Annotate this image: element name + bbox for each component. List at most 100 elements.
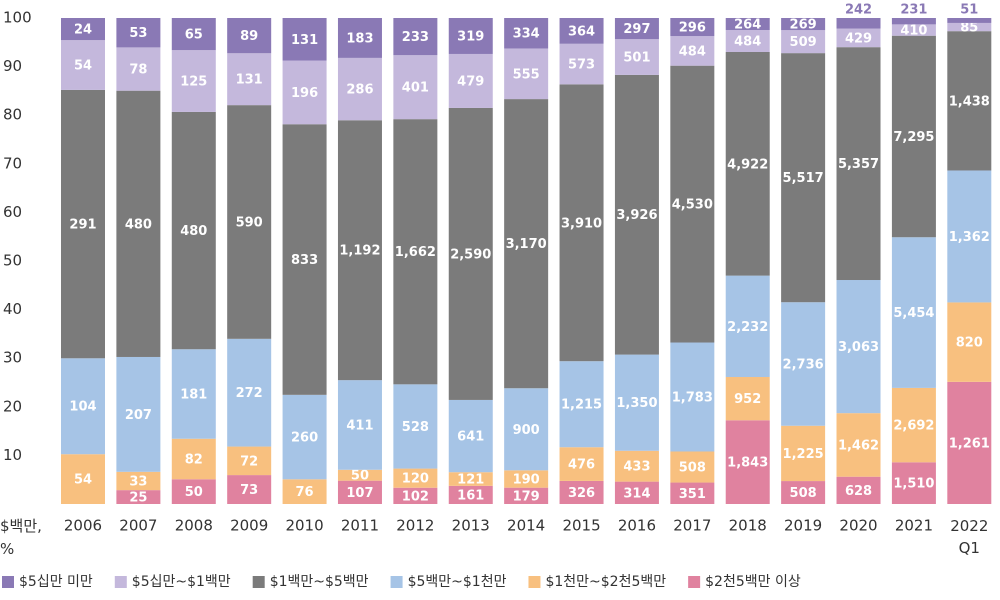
value-label: 181	[180, 387, 207, 402]
bar-segment	[781, 425, 826, 482]
bar-segment	[227, 105, 272, 339]
value-label: 231	[900, 3, 927, 18]
value-label: 161	[457, 488, 484, 503]
y-tick-label: 30	[3, 349, 22, 367]
value-label: 1,510	[893, 477, 934, 492]
value-label: 76	[296, 485, 314, 500]
value-label: 125	[180, 75, 207, 90]
legend-swatch	[390, 576, 403, 588]
value-label: 51	[960, 3, 978, 18]
value-label: 286	[346, 83, 373, 98]
value-label: 484	[679, 44, 706, 59]
value-label: 269	[790, 18, 817, 33]
bar-segment	[891, 24, 936, 36]
value-label: 89	[240, 29, 258, 44]
value-label: 272	[236, 386, 263, 401]
value-label: 433	[623, 460, 650, 475]
bar-segment	[614, 354, 659, 451]
bar-segment	[947, 170, 992, 303]
value-label: 3,063	[838, 340, 879, 355]
value-label: 314	[623, 486, 650, 501]
bar-segment	[448, 399, 493, 473]
bar-segment	[171, 50, 216, 112]
value-label: 85	[960, 21, 978, 36]
bar-segment	[504, 99, 549, 389]
value-label: 3,926	[616, 208, 657, 223]
bar-segment	[504, 388, 549, 471]
value-label: 2,590	[450, 247, 491, 262]
value-label: 401	[402, 81, 429, 96]
bar-segment	[337, 57, 382, 121]
bar-segment	[836, 47, 881, 281]
x-tick-label: 2015	[562, 517, 600, 535]
legend-swatch	[252, 576, 265, 588]
value-label: 82	[185, 453, 203, 468]
bar-segment	[227, 338, 272, 447]
value-label: 319	[457, 29, 484, 44]
value-label: 476	[568, 458, 595, 473]
bar-segment	[393, 18, 438, 56]
value-label: 528	[402, 420, 429, 435]
bar-segment	[781, 30, 826, 54]
bar-segment	[781, 302, 826, 426]
value-label: 509	[790, 35, 817, 50]
value-label: 820	[956, 336, 983, 351]
y-tick-label: 60	[3, 203, 22, 221]
bar-segment	[504, 487, 549, 504]
value-label: 326	[568, 486, 595, 501]
value-label: 1,350	[616, 396, 657, 411]
value-label: 573	[568, 58, 595, 73]
legend-label: $5십만 미만	[19, 574, 93, 590]
bar-segment	[337, 120, 382, 381]
bar-segment	[725, 51, 770, 276]
value-label: 120	[402, 472, 429, 487]
bar-segment	[448, 485, 493, 504]
value-label: 1,215	[561, 398, 602, 413]
bar-segment	[60, 18, 105, 41]
bar-segment	[282, 60, 327, 125]
bar-segment	[60, 89, 105, 359]
bar-segment	[670, 36, 715, 66]
bar-segment	[781, 53, 826, 303]
x-tick-label: 2011	[341, 517, 379, 535]
bar-segment	[670, 482, 715, 504]
bar-segment	[559, 361, 604, 448]
bar-segment	[891, 462, 936, 504]
bar-segment	[836, 18, 881, 29]
value-label: 183	[346, 31, 373, 46]
bar-segment	[947, 381, 992, 504]
value-label: 78	[129, 63, 147, 78]
bar-segment	[614, 74, 659, 355]
value-label: 1,362	[949, 230, 990, 245]
value-label: 190	[513, 473, 540, 488]
value-label: 590	[236, 215, 263, 230]
bar-segment	[559, 480, 604, 504]
x-tick-label: 2006	[64, 517, 102, 535]
x-tick-label: 2020	[839, 517, 877, 535]
x-tick-label: 2021	[895, 517, 933, 535]
bar-segment	[337, 380, 382, 470]
value-label: 334	[513, 27, 540, 42]
value-label: 33	[129, 474, 147, 489]
x-tick-label: 2012	[396, 517, 434, 535]
value-label: 2,736	[783, 357, 824, 372]
bar-segment	[171, 438, 216, 480]
bar-segment	[393, 384, 438, 469]
value-label: 480	[125, 217, 152, 232]
legend-label: $5백만~$1천만	[408, 574, 507, 590]
y-tick-label: 40	[3, 300, 22, 318]
bar-segment	[171, 111, 216, 350]
legend-swatch	[2, 576, 14, 588]
y-tick-label: 80	[3, 106, 22, 124]
value-label: 1,438	[949, 94, 990, 109]
legend-label: $1천만~$2천5백만	[545, 574, 666, 590]
value-label: 233	[402, 30, 429, 45]
value-label: 429	[845, 31, 872, 46]
value-label: 410	[900, 24, 927, 39]
value-label: 297	[623, 22, 650, 37]
value-label: 5,357	[838, 157, 879, 172]
bar-segment	[614, 39, 659, 75]
value-label: 364	[568, 24, 595, 39]
bar-segment	[559, 43, 604, 85]
bar-segment	[670, 18, 715, 37]
